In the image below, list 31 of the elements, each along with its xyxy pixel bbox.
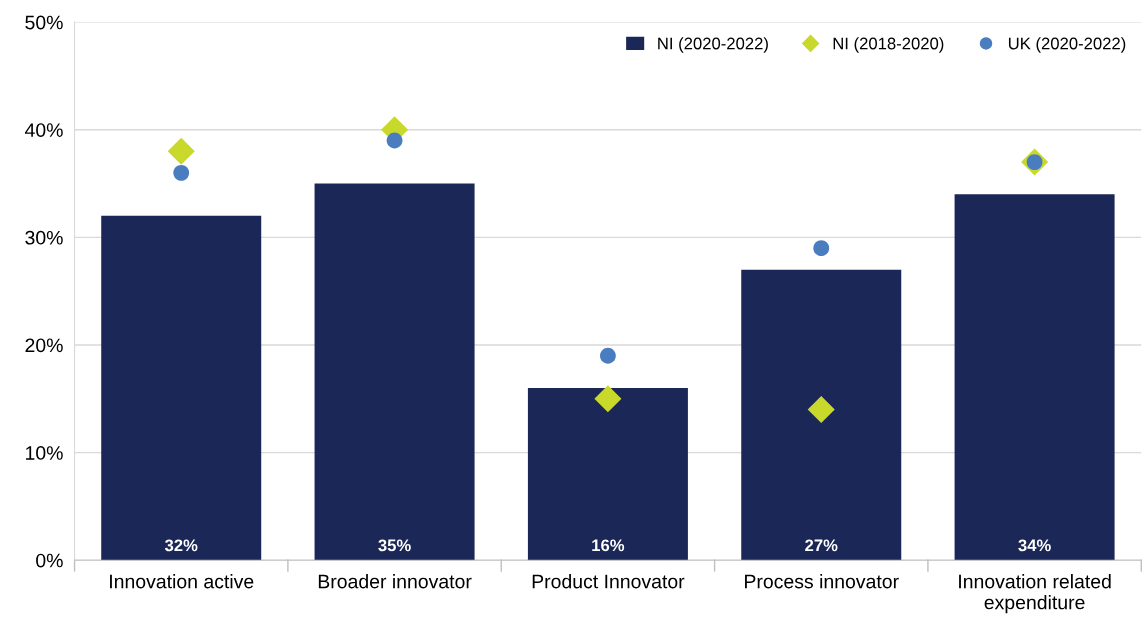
data-label: 35% <box>378 539 411 552</box>
legend-label: NI (2020-2022) <box>658 37 768 53</box>
y-tick-label: 20% <box>25 338 63 353</box>
y-tick-label: 30% <box>25 230 63 245</box>
x-tick-label: Product Innovator <box>532 574 685 589</box>
data-label: 16% <box>592 539 625 552</box>
bar <box>314 183 475 561</box>
legend-label: UK (2020-2022) <box>1008 37 1126 53</box>
bar <box>741 269 902 561</box>
x-tick-label: Innovation related expenditure <box>959 574 1111 614</box>
point <box>594 385 622 413</box>
x-tick-label: Broader innovator <box>318 574 472 589</box>
legend-label: NI (2018-2020) <box>833 37 944 53</box>
bar <box>101 215 262 561</box>
data-label: 27% <box>805 539 838 552</box>
x-tick-label: Innovation active <box>110 574 254 589</box>
point <box>599 347 616 364</box>
bar <box>527 388 688 561</box>
data-label: 34% <box>1018 539 1051 552</box>
x-tick-label: Process innovator <box>745 574 899 589</box>
y-tick-label: 10% <box>26 446 63 460</box>
point <box>813 240 830 257</box>
y-tick-label: 50% <box>25 15 63 30</box>
point <box>173 164 190 181</box>
y-tick-label: 40% <box>24 123 63 137</box>
bar <box>954 194 1115 561</box>
y-tick-label: 0% <box>36 553 63 568</box>
data-label: 32% <box>164 539 198 552</box>
point <box>167 137 195 165</box>
point <box>807 396 835 424</box>
point <box>386 132 403 149</box>
